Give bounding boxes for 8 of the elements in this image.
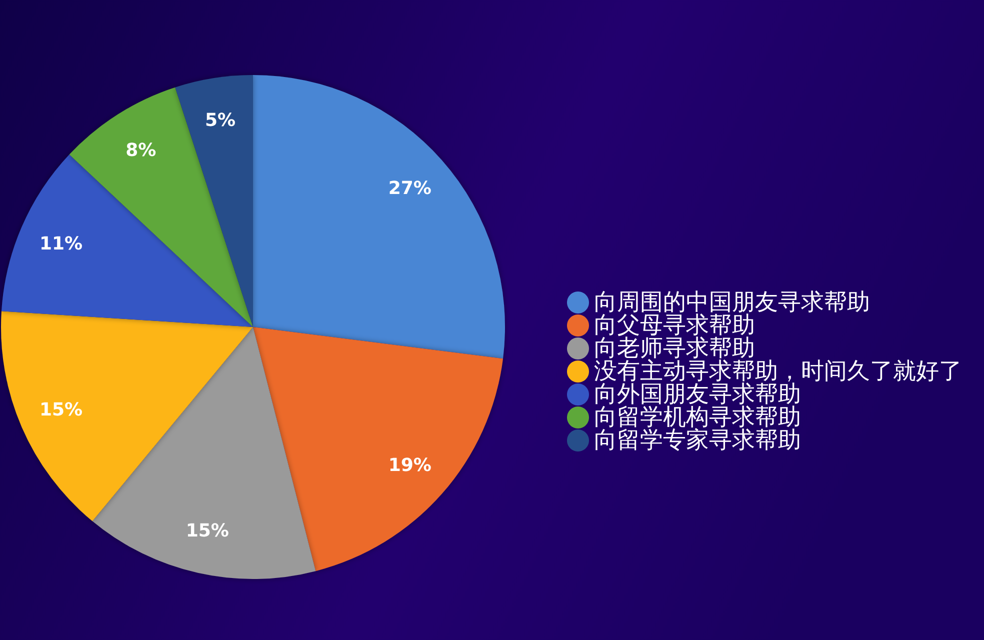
data-label: 15% <box>186 520 229 542</box>
data-label: 15% <box>39 400 83 421</box>
legend-label: 向留学专家寻求帮助 <box>594 428 801 454</box>
data-label: 5% <box>205 110 236 131</box>
data-label: 8% <box>126 140 156 161</box>
data-label: 11% <box>39 233 83 254</box>
data-label: 27% <box>388 178 432 200</box>
data-label: 19% <box>388 454 432 476</box>
